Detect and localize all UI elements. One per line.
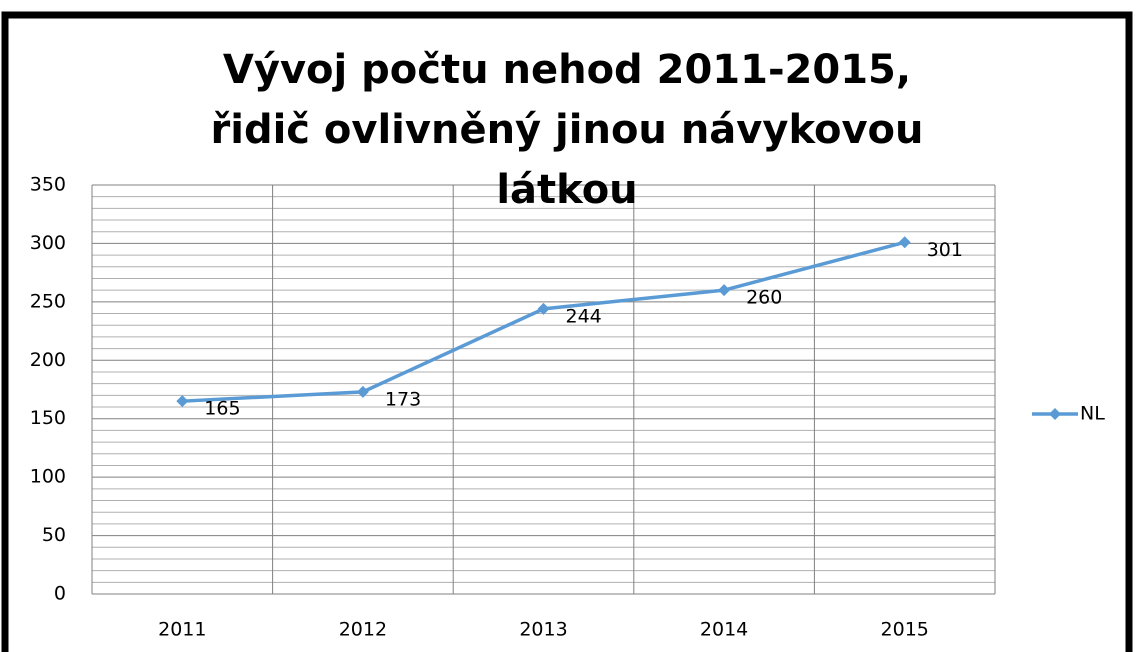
point-marker xyxy=(898,236,911,249)
chart-title: Vývoj počtu nehod 2011-2015, řidič ovliv… xyxy=(210,47,924,213)
data-label: 260 xyxy=(746,287,782,309)
y-tick-label: 150 xyxy=(30,407,66,429)
y-tick-label: 350 xyxy=(30,174,66,196)
frame xyxy=(1,11,1133,652)
y-tick-label: 0 xyxy=(54,583,66,605)
x-tick-label: 2013 xyxy=(519,619,567,641)
y-tick-label: 100 xyxy=(30,466,66,488)
x-tick-label: 2012 xyxy=(339,619,387,641)
point-marker xyxy=(176,395,189,408)
legend-marker xyxy=(1049,408,1061,420)
point-marker xyxy=(356,385,369,398)
x-tick-label: 2014 xyxy=(700,619,748,641)
y-tick-label: 300 xyxy=(30,232,66,254)
data-label: 173 xyxy=(385,388,421,410)
point-marker xyxy=(537,302,550,315)
series-line xyxy=(182,240,906,403)
data-label: 301 xyxy=(927,239,963,261)
x-tick-label: 2015 xyxy=(881,619,929,641)
data-label: 165 xyxy=(204,398,240,420)
data-label: 244 xyxy=(566,305,602,327)
x-tick-label: 2011 xyxy=(158,619,206,641)
y-tick-label: 200 xyxy=(30,349,66,371)
y-tick-label: 50 xyxy=(42,524,66,546)
legend-label: NL xyxy=(1080,403,1105,425)
y-tick-label: 250 xyxy=(30,290,66,312)
point-marker xyxy=(718,284,731,297)
